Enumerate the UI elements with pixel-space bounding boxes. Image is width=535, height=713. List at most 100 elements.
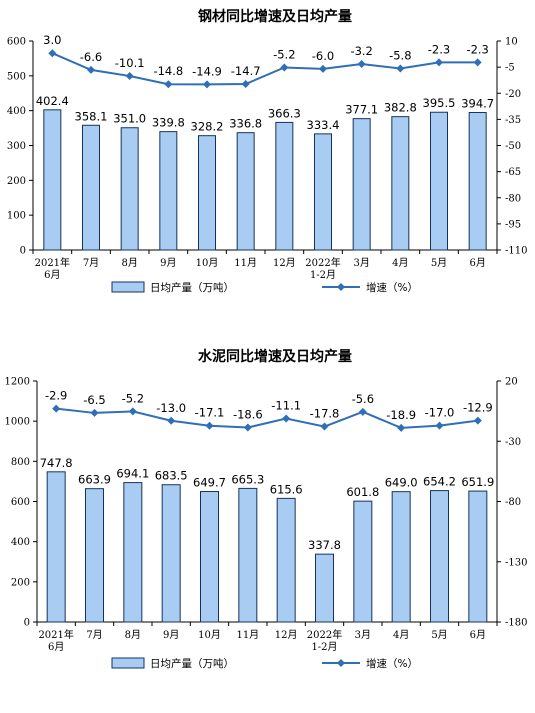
bar-2022-6 (468, 112, 487, 251)
bar-label-2021-10: 649.7 (193, 476, 226, 490)
bar-2021-7 (85, 488, 104, 623)
bar-2021-6 (46, 471, 66, 623)
growth-line (56, 407, 478, 429)
bar-2022-1-2 (315, 553, 334, 623)
growth-label-2021-8: -10.1 (115, 56, 145, 70)
bar-2021-12 (276, 497, 296, 623)
growth-point-2021-6 (52, 404, 61, 413)
x-tick-label-2021-6: 2021年 6月 (35, 256, 70, 281)
x-tick-label-2022-1-2: 2022年 1-2月 (305, 256, 340, 281)
growth-point-2022-1-2 (319, 64, 327, 73)
growth-label-2021-7: -6.6 (80, 50, 102, 64)
growth-point-2021-7 (87, 65, 95, 74)
growth-label-2022-3: -5.6 (352, 392, 374, 406)
bar-label-2021-12: 366.3 (268, 106, 301, 120)
growth-label-2022-1-2: -17.8 (310, 407, 340, 421)
chart-title: 钢材同比增速及日均产量 (198, 8, 352, 25)
growth-point-2022-6 (473, 416, 482, 425)
growth-point-2021-6 (48, 49, 57, 58)
x-tick-label-2021-10: 10月 (196, 257, 219, 269)
growth-label-2021-8: -5.2 (122, 391, 144, 405)
bar-2021-8 (123, 482, 143, 623)
x-tick-label-2022-6: 6月 (470, 629, 486, 641)
growth-point-2021-12 (282, 414, 291, 423)
bar-2022-5 (430, 111, 448, 251)
bar-2022-6 (468, 490, 488, 623)
bar-label-2021-11: 665.3 (231, 472, 264, 486)
bar-2021-9 (161, 484, 181, 623)
right-tick-label: 20 (505, 377, 518, 388)
x-tick-label-2022-3: 3月 (355, 629, 371, 641)
right-tick-label: -65 (505, 167, 521, 178)
bar-2021-7 (82, 124, 100, 251)
x-tick-label-2022-3: 3月 (353, 257, 369, 269)
growth-label-2021-10: -14.9 (192, 64, 222, 78)
legend-bar-label: 日均产量（万吨） (150, 281, 234, 294)
growth-label-2022-6: -12.9 (463, 401, 493, 415)
growth-point-2021-8 (125, 72, 134, 81)
legend-line-label: 增速（%） (366, 281, 418, 294)
right-tick-label: -5 (505, 63, 515, 74)
growth-label-2021-11: -14.7 (231, 64, 261, 78)
x-tick-label-2021-12: 12月 (275, 629, 298, 641)
growth-point-2021-7 (90, 408, 99, 417)
x-tick-label-2021-7: 7月 (86, 629, 102, 641)
left-tick-label: 400 (11, 537, 30, 548)
growth-point-2022-1-2 (320, 422, 329, 431)
x-tick-label-2021-10: 10月 (198, 629, 221, 641)
right-tick-label: -20 (505, 89, 521, 100)
growth-label-2021-6: 3.0 (43, 33, 61, 47)
x-tick-label-2021-11: 11月 (234, 257, 257, 269)
growth-label-2021-7: -6.5 (83, 393, 105, 407)
x-tick-label-2021-7: 7月 (83, 257, 99, 269)
growth-label-2021-12: -11.1 (271, 398, 301, 412)
growth-line (51, 52, 478, 86)
growth-point-2021-8 (128, 407, 137, 416)
bar-label-2022-5: 395.5 (423, 96, 456, 110)
growth-point-2021-11 (241, 80, 250, 89)
x-tick-label-2021-9: 9月 (163, 629, 179, 641)
left-tick-label: 600 (11, 497, 30, 508)
x-tick-label-2021-6: 2021年 6月 (38, 628, 73, 653)
right-tick-label: -180 (505, 618, 527, 629)
bar-label-2021-8: 351.0 (113, 112, 146, 126)
bar-label-2022-4: 649.0 (385, 476, 418, 490)
growth-label-2021-9: -14.8 (153, 64, 183, 78)
left-tick-label: 300 (7, 141, 26, 152)
left-tick-label: 200 (7, 176, 26, 187)
growth-point-2022-5 (435, 421, 444, 430)
bar-2021-9 (159, 131, 178, 251)
right-tick-label: -80 (505, 497, 521, 508)
bar-label-2021-12: 615.6 (270, 482, 303, 496)
x-tick-label-2022-6: 6月 (469, 257, 485, 269)
legend-bar-label: 日均产量（万吨） (150, 657, 234, 670)
bar-label-2021-8: 694.1 (116, 467, 149, 481)
left-tick-label: 800 (11, 457, 30, 468)
steel-chart: 钢材同比增速及日均产量 0 100 200 300 400 500 600 -110 -95 -8… (7, 8, 528, 294)
legend-line-marker (337, 659, 345, 667)
growth-label-2021-11: -18.6 (233, 408, 263, 422)
growth-point-2022-6 (473, 58, 482, 67)
legend-bar-swatch (111, 657, 145, 669)
bar-label-2021-9: 339.8 (152, 116, 185, 130)
left-tick-label: 600 (7, 37, 26, 48)
right-tick-label: 10 (505, 37, 518, 48)
right-tick-label: -30 (505, 437, 521, 448)
chart-title: 水泥同比增速及日均产量 (198, 348, 352, 365)
growth-label-2022-4: -18.9 (386, 408, 416, 422)
bar-label-2021-6: 402.4 (36, 94, 69, 108)
x-tick-label-2022-4: 4月 (393, 629, 409, 641)
right-tick-label: -95 (505, 219, 521, 230)
x-tick-label-2022-5: 5月 (431, 257, 447, 269)
growth-point-2022-4 (396, 64, 405, 73)
bar-label-2022-1-2: 333.4 (307, 118, 340, 132)
growth-label-2022-3: -3.2 (350, 44, 372, 58)
bar-2021-6 (43, 109, 62, 251)
bar-2021-10 (198, 135, 216, 251)
bar-label-2021-11: 336.8 (229, 117, 262, 131)
x-tick-label-2022-4: 4月 (392, 257, 408, 269)
bar-label-2021-10: 328.2 (191, 120, 224, 134)
growth-point-2021-10 (205, 421, 214, 430)
bar-label-2022-5: 654.2 (423, 475, 456, 489)
bar-label-2022-4: 382.8 (384, 101, 417, 115)
